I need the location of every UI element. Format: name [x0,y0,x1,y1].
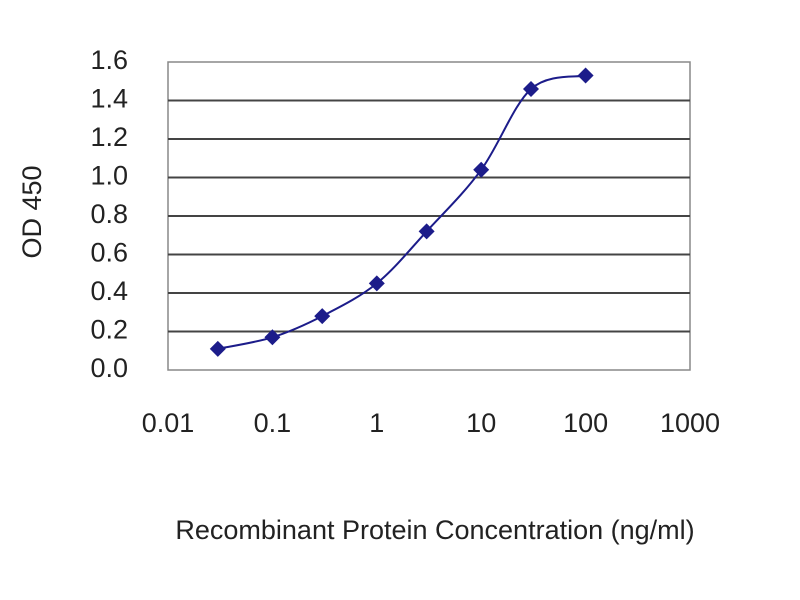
data-point [264,329,281,346]
data-line [217,74,586,350]
data-point [523,80,540,97]
y-tick-label: 1.4 [90,84,128,114]
y-axis-title: OD 450 [17,165,47,258]
x-tick-label: 100 [563,408,608,438]
x-tick-label: 1000 [660,408,720,438]
data-point [368,275,385,292]
y-tick-label: 0.4 [90,276,128,306]
data-point [577,67,594,84]
y-tick-label: 1.2 [90,122,128,152]
data-point [209,340,226,357]
y-tick-label: 0.0 [90,353,128,383]
y-tick-label: 1.0 [90,161,128,191]
data-point [418,223,435,240]
x-tick-label: 10 [466,408,496,438]
x-axis-title: Recombinant Protein Concentration (ng/ml… [175,515,694,545]
data-point [473,161,490,178]
y-tick-label: 0.8 [90,199,128,229]
y-tick-label: 0.2 [90,315,128,345]
y-tick-label: 0.6 [90,238,128,268]
data-point [314,308,331,325]
x-tick-label: 0.1 [254,408,292,438]
y-tick-label: 1.6 [90,45,128,75]
x-tick-label: 0.01 [142,408,195,438]
x-tick-label: 1 [369,408,384,438]
